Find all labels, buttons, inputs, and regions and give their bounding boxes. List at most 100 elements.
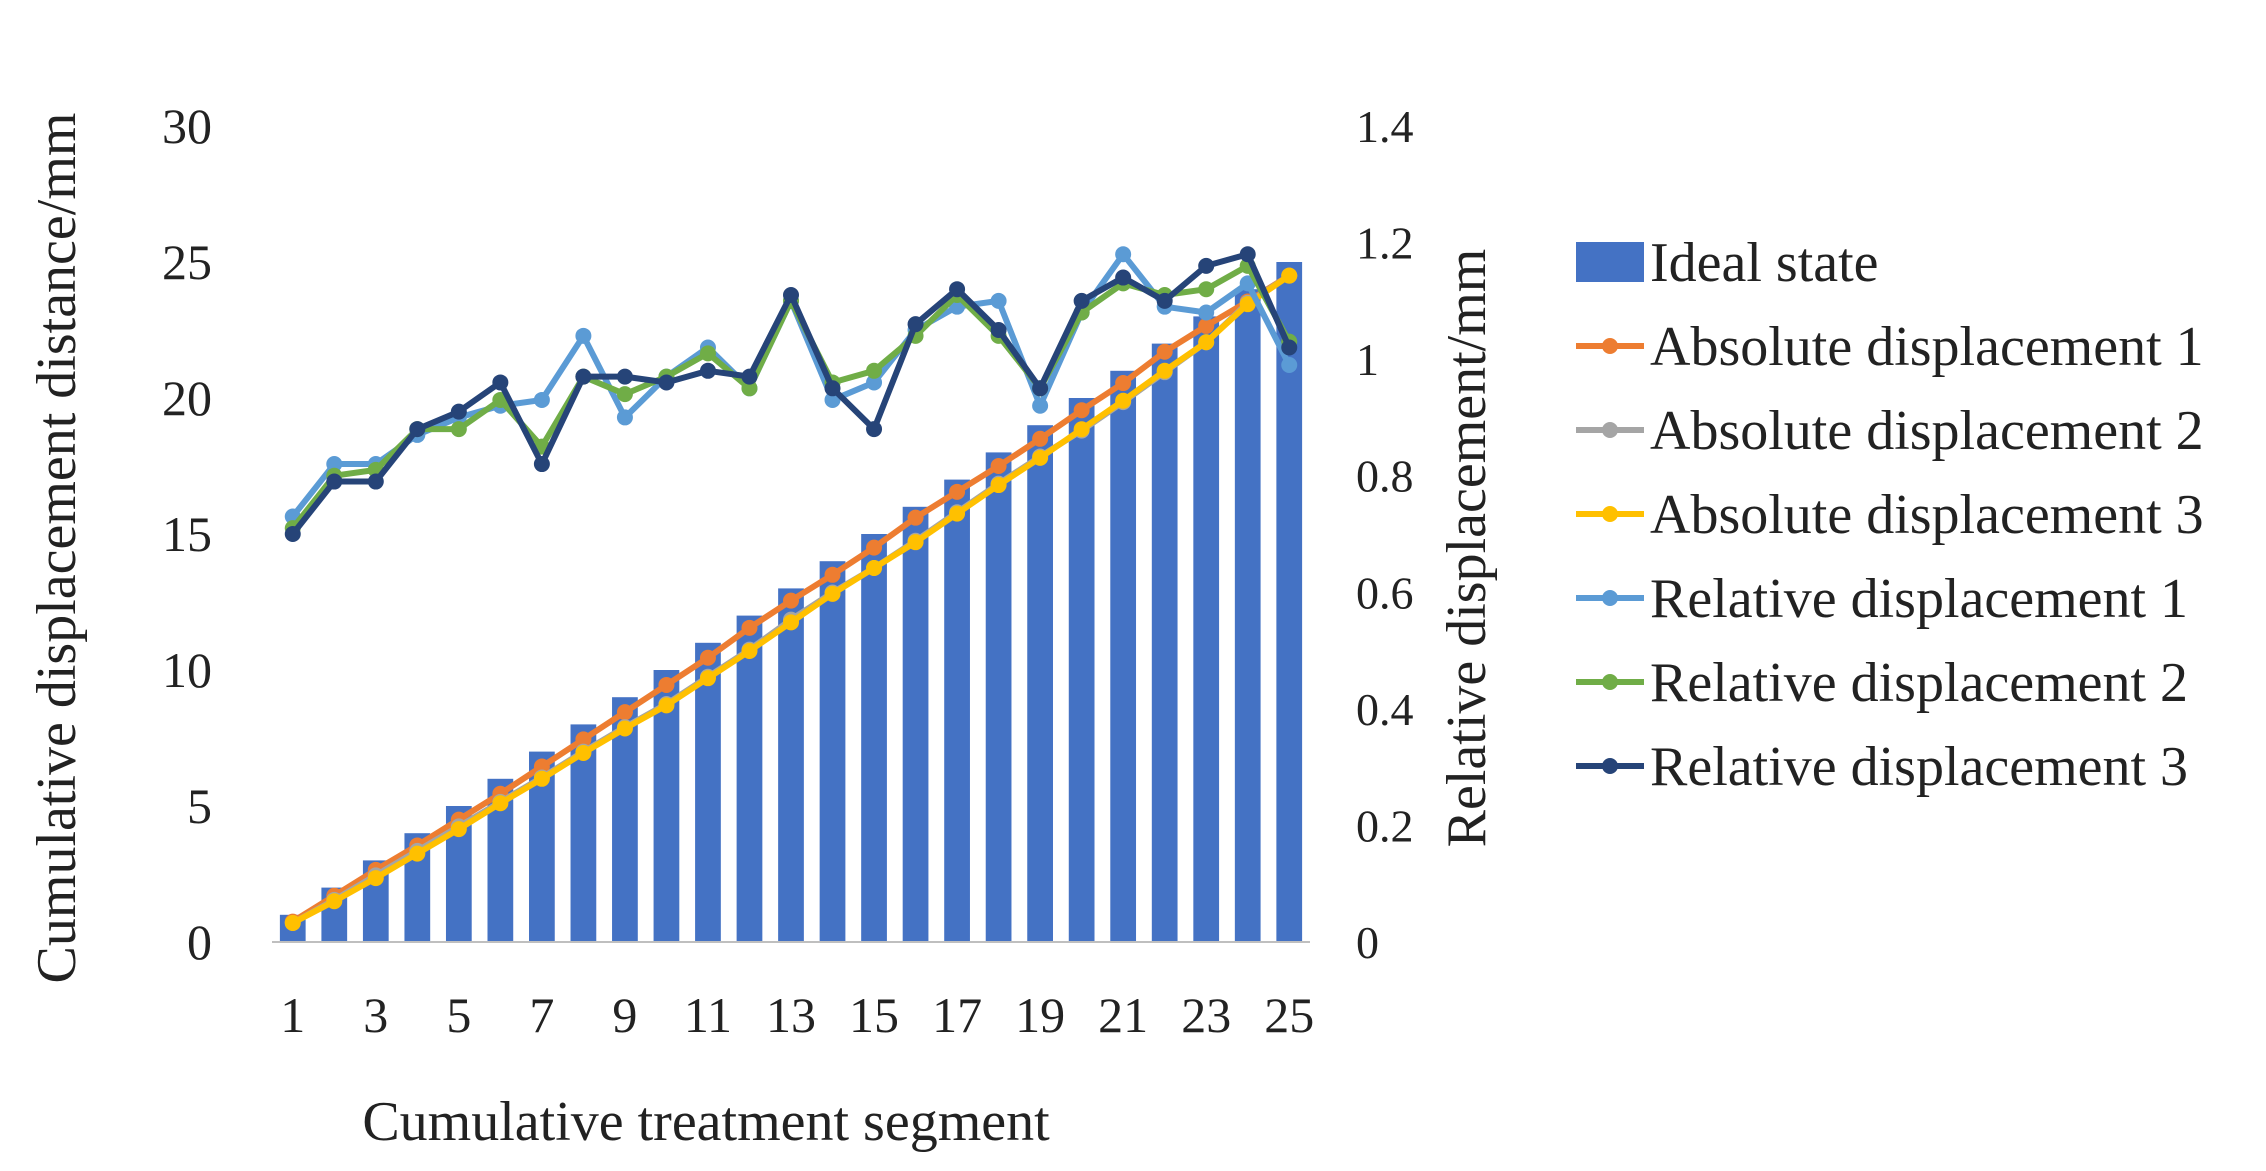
legend-item-relative-displacement-3: Relative displacement 3 (1576, 736, 2188, 798)
left-y-tick-label: 25 (162, 234, 212, 290)
bar-13 (778, 588, 804, 942)
point-absolute-displacement-1-21 (1115, 375, 1132, 392)
point-relative-displacement-1-8 (575, 327, 592, 344)
point-absolute-displacement-1-10 (658, 676, 675, 693)
point-absolute-displacement-1-13 (783, 592, 799, 609)
point-relative-displacement-3-1 (284, 526, 301, 542)
x-axis-ticks: 1 3 5 7 9 11 13 15 17 19 21 23 25 (280, 987, 1314, 1043)
bar-24 (1234, 289, 1261, 942)
point-relative-displacement-1-21 (1115, 246, 1132, 263)
legend-item-ideal-state: Ideal state (1576, 232, 1879, 294)
point-relative-displacement-3-4 (409, 421, 426, 438)
right-y-tick-label: 0 (1356, 917, 1379, 968)
legend-label: Relative displacement 3 (1650, 736, 2188, 798)
legend-swatch-marker (1602, 422, 1618, 438)
point-absolute-displacement-3-11 (699, 670, 716, 687)
point-absolute-displacement-3-20 (1073, 421, 1090, 438)
point-relative-displacement-3-5 (450, 403, 467, 420)
legend-item-relative-displacement-1: Relative displacement 1 (1576, 568, 2188, 630)
right-y-axis-title: Relative displacement/mm (1436, 249, 1498, 848)
legend-item-relative-displacement-2: Relative displacement 2 (1576, 652, 2188, 714)
legend-label: Relative displacement 2 (1650, 652, 2188, 714)
right-y-tick-label: 1.4 (1356, 101, 1414, 152)
left-y-tick-label: 0 (187, 914, 212, 970)
legend-item-absolute-displacement-3: Absolute displacement 3 (1576, 484, 2204, 546)
point-relative-displacement-1-9 (616, 409, 633, 426)
bar-18 (985, 452, 1012, 942)
point-absolute-displacement-3-15 (866, 560, 883, 576)
point-absolute-displacement-1-17 (949, 483, 966, 500)
left-y-tick-label: 30 (162, 98, 212, 154)
point-absolute-displacement-1-14 (824, 566, 841, 583)
bar-12 (736, 615, 763, 942)
x-tick-label: 19 (1015, 987, 1065, 1043)
point-relative-displacement-3-11 (699, 362, 716, 379)
point-relative-displacement-3-16 (907, 316, 924, 333)
series-absolute-displacement-3 (284, 267, 1298, 931)
point-absolute-displacement-3-10 (658, 697, 675, 714)
point-relative-displacement-3-7 (533, 456, 550, 473)
point-relative-displacement-3-18 (990, 322, 1007, 338)
point-absolute-displacement-3-22 (1156, 362, 1173, 379)
point-relative-displacement-3-9 (616, 368, 633, 385)
bar-21 (1110, 370, 1137, 942)
point-absolute-displacement-3-4 (409, 845, 426, 862)
point-relative-displacement-3-10 (658, 374, 675, 391)
point-absolute-displacement-3-16 (907, 534, 924, 551)
point-relative-displacement-3-3 (367, 473, 384, 490)
point-absolute-displacement-1-11 (699, 649, 716, 666)
point-relative-displacement-3-24 (1239, 246, 1256, 263)
x-tick-label: 13 (766, 987, 816, 1043)
bar-17 (944, 479, 970, 942)
point-absolute-displacement-3-19 (1032, 449, 1049, 466)
right-y-tick-label: 0.2 (1356, 800, 1414, 851)
point-absolute-displacement-3-1 (284, 914, 301, 931)
point-absolute-displacement-3-23 (1198, 334, 1215, 351)
right-y-tick-label: 0.6 (1356, 567, 1414, 618)
point-absolute-displacement-3-6 (492, 795, 509, 812)
point-relative-displacement-1-19 (1032, 397, 1049, 414)
legend-item-absolute-displacement-2: Absolute displacement 2 (1576, 400, 2204, 462)
right-y-tick-label: 1 (1356, 334, 1379, 385)
x-tick-label: 17 (932, 987, 982, 1043)
legend-label: Ideal state (1650, 232, 1879, 294)
line-series-group (284, 246, 1298, 931)
bar-series-ideal-state (279, 262, 1303, 943)
point-relative-displacement-1-25 (1281, 356, 1298, 373)
point-relative-displacement-3-15 (866, 421, 883, 438)
legend-label: Absolute displacement 1 (1650, 316, 2204, 378)
point-relative-displacement-1-18 (990, 292, 1007, 309)
point-relative-displacement-3-6 (492, 374, 509, 391)
point-absolute-displacement-3-14 (824, 585, 841, 602)
point-absolute-displacement-3-8 (575, 744, 592, 761)
point-absolute-displacement-3-24 (1239, 296, 1256, 313)
x-tick-label: 11 (684, 987, 732, 1043)
legend-swatch-marker (1602, 674, 1618, 690)
point-relative-displacement-1-23 (1198, 304, 1215, 321)
point-absolute-displacement-1-23 (1198, 317, 1215, 334)
legend-swatch-marker (1602, 506, 1618, 522)
legend-swatch-marker (1602, 758, 1618, 774)
point-relative-displacement-3-23 (1198, 257, 1215, 274)
right-y-tick-label: 0.4 (1356, 684, 1414, 735)
left-y-tick-label: 5 (187, 778, 212, 834)
point-absolute-displacement-3-17 (949, 505, 966, 522)
point-absolute-displacement-3-21 (1115, 392, 1132, 409)
point-absolute-displacement-3-9 (616, 720, 633, 737)
point-absolute-displacement-3-5 (450, 821, 467, 838)
x-tick-label: 23 (1181, 987, 1231, 1043)
x-tick-label: 1 (280, 987, 305, 1043)
bar-14 (819, 561, 846, 942)
point-absolute-displacement-3-3 (367, 870, 384, 887)
legend-swatch-marker (1602, 338, 1618, 354)
x-tick-label: 7 (529, 987, 554, 1043)
bar-22 (1151, 343, 1178, 943)
x-tick-label: 21 (1098, 987, 1148, 1043)
point-relative-displacement-3-8 (575, 368, 592, 385)
bar-9 (612, 697, 638, 942)
point-absolute-displacement-1-12 (741, 619, 758, 636)
x-axis-title: Cumulative treatment segment (362, 1091, 1050, 1153)
point-absolute-displacement-3-2 (326, 893, 343, 910)
point-absolute-displacement-1-22 (1156, 343, 1173, 360)
